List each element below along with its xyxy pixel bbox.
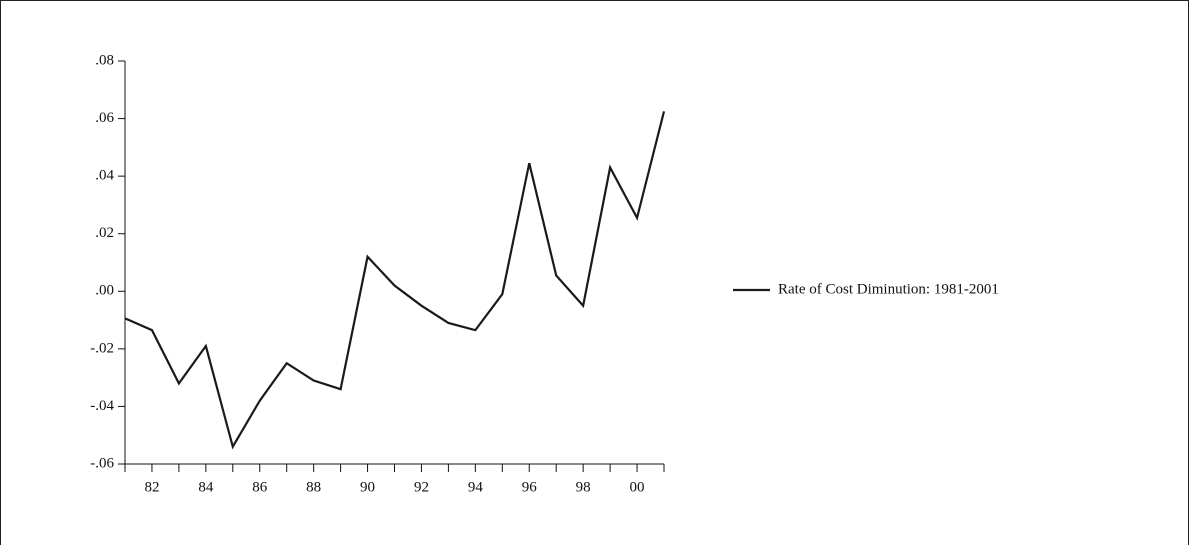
x-tick-label: 94: [468, 479, 484, 495]
y-tick-label: .08: [95, 52, 114, 68]
legend-label: Rate of Cost Diminution: 1981-2001: [778, 281, 999, 297]
x-tick-label: 88: [306, 479, 321, 495]
y-tick-label: .02: [95, 225, 114, 241]
y-tick-label: .00: [95, 283, 114, 299]
x-tick-label: 96: [522, 479, 538, 495]
y-tick-label: .06: [95, 110, 114, 126]
x-tick-label: 82: [144, 479, 159, 495]
x-tick-label: 92: [414, 479, 429, 495]
x-tick-label: 00: [630, 479, 645, 495]
line: [124, 111, 666, 450]
y-tick-label: .04: [95, 168, 114, 184]
x-tick-label: 86: [252, 479, 268, 495]
x-tick-label: 98: [576, 479, 591, 495]
x-tick-label: 84: [198, 479, 214, 495]
y-tick-label: -.06: [90, 455, 114, 471]
y-tick-label: -.02: [90, 340, 114, 356]
x-tick-label: 90: [360, 479, 375, 495]
y-tick-label: -.04: [90, 398, 114, 414]
